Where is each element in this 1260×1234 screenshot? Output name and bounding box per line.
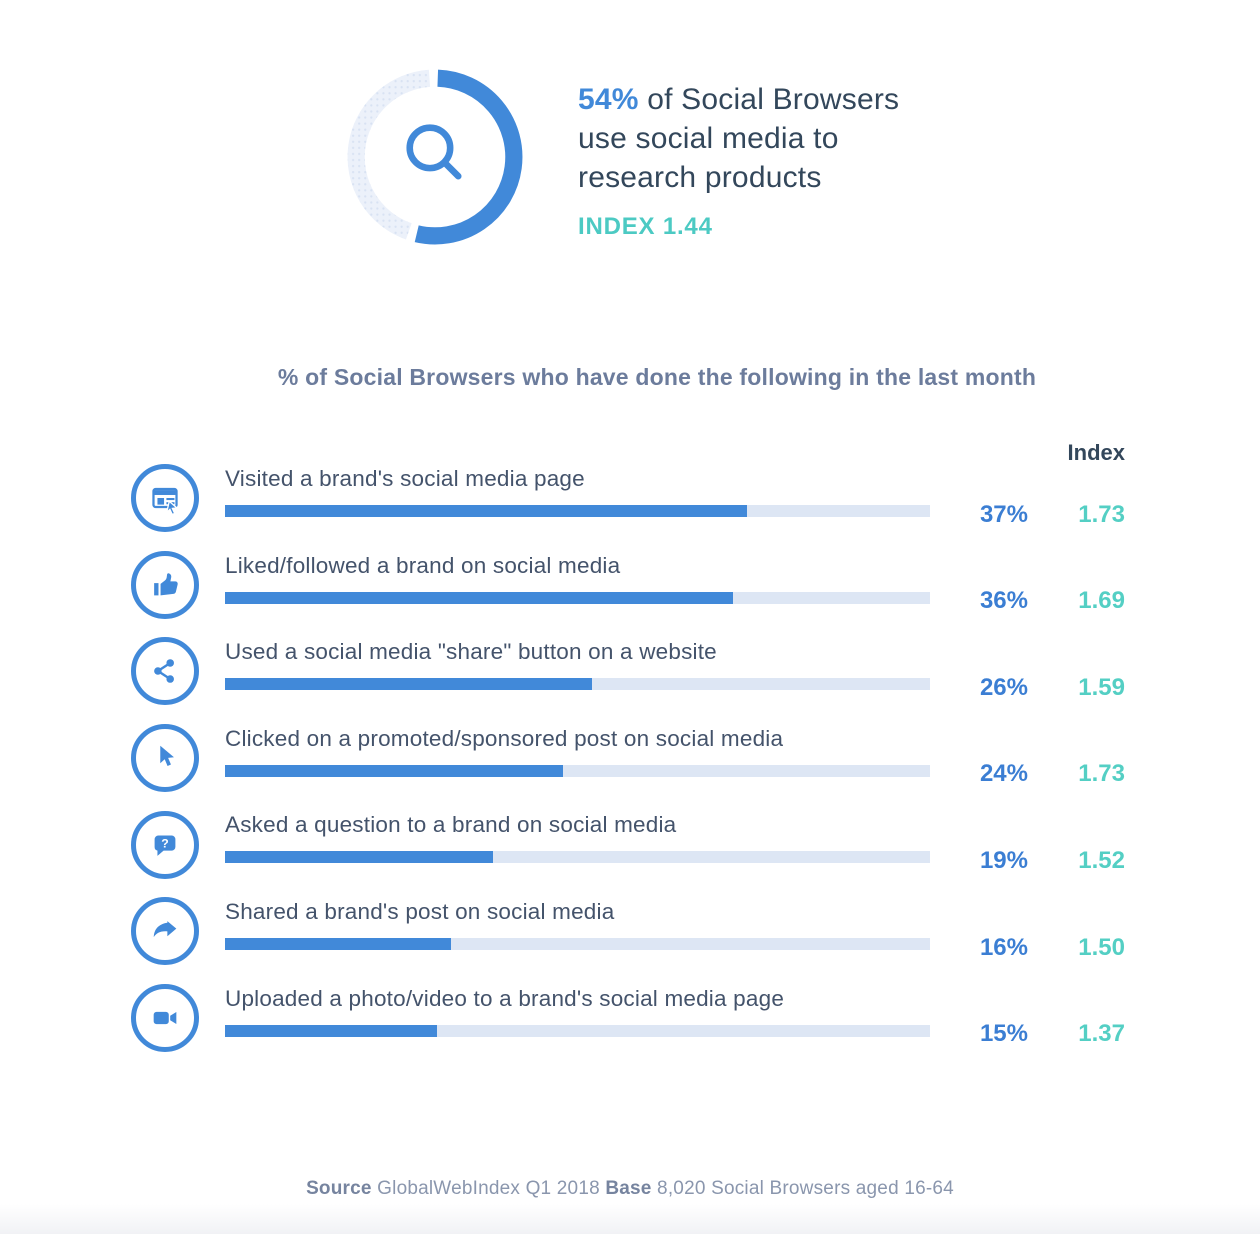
- magnifier-icon: [406, 124, 462, 180]
- index-value: 1.37: [1078, 1020, 1125, 1048]
- donut-arc-filled: [414, 69, 523, 245]
- bar-track: [225, 1024, 930, 1037]
- index-value: 1.59: [1078, 673, 1125, 701]
- donut-arc-track: [347, 69, 431, 240]
- browser-cursor-icon: [131, 464, 199, 533]
- source-note: Source GlobalWebIndex Q1 2018 Base 8,020…: [0, 1178, 1260, 1200]
- table-row: Visited a brand's social media page 37% …: [131, 455, 1125, 542]
- bar-track: [225, 851, 930, 864]
- percent-value: 26%: [979, 673, 1028, 701]
- row-label: Used a social media "share" button on a …: [225, 639, 717, 665]
- index-value: 1.52: [1078, 846, 1125, 874]
- percent-value: 36%: [979, 587, 1028, 615]
- row-label: Visited a brand's social media page: [225, 466, 585, 491]
- bar-track: [225, 678, 930, 691]
- percent-value: 24%: [979, 760, 1028, 788]
- cursor-icon: [131, 724, 199, 793]
- forward-arrow-icon: [131, 897, 199, 966]
- bar-fill: [225, 851, 493, 864]
- bar-track: [225, 764, 930, 777]
- donut-svg: [347, 69, 523, 245]
- row-label: Shared a brand's post on social media: [225, 898, 615, 924]
- bar-fill: [225, 505, 747, 517]
- table-row: Clicked on a promoted/sponsored post on …: [131, 715, 1125, 802]
- hero-donut-chart: [344, 64, 526, 250]
- row-label: Liked/followed a brand on social media: [225, 552, 621, 578]
- table-row: ? Asked a question to a brand on social …: [131, 801, 1125, 888]
- index-value: 1.73: [1078, 500, 1125, 528]
- row-label: Uploaded a photo/video to a brand's soci…: [225, 985, 785, 1011]
- table-row: Shared a brand's post on social media 16…: [131, 888, 1125, 975]
- bar-track: [225, 937, 930, 950]
- question-bubble-icon: ?: [131, 810, 199, 879]
- hero-line2: use social media to: [578, 122, 839, 155]
- percent-value: 37%: [979, 500, 1028, 528]
- bar-fill: [225, 764, 564, 777]
- source-value: GlobalWebIndex Q1 2018: [371, 1178, 606, 1199]
- hero-headline: 54% of Social Browsers use social media t…: [578, 80, 998, 197]
- hero-highlight: 54%: [578, 83, 639, 116]
- index-value: 1.69: [1078, 587, 1125, 615]
- source-label: Source: [306, 1178, 372, 1199]
- thumbs-up-icon: [131, 550, 199, 619]
- hero-line3: research products: [578, 161, 822, 194]
- table-row: Used a social media "share" button on a …: [131, 628, 1125, 715]
- bar-track: [225, 591, 930, 604]
- index-value: 1.73: [1078, 760, 1125, 788]
- base-value: 8,020 Social Browsers aged 16-64: [651, 1178, 954, 1199]
- bar-fill: [225, 678, 592, 691]
- video-camera-icon: [131, 983, 199, 1052]
- index-column-header: Index: [1067, 440, 1125, 465]
- base-label: Base: [605, 1178, 652, 1199]
- hero-line1: of Social Browsers: [638, 83, 900, 116]
- hero-index-label: INDEX 1.44: [578, 213, 713, 240]
- chart-subtitle: % of Social Browsers who have done the f…: [277, 364, 1037, 390]
- bar-fill: [225, 937, 451, 950]
- row-label: Asked a question to a brand on social me…: [225, 812, 677, 838]
- svg-text:?: ?: [161, 836, 169, 850]
- bottom-gradient-band: [0, 1204, 1260, 1234]
- rows-container: Visited a brand's social media page 37% …: [131, 455, 1125, 1061]
- bar-fill: [225, 1024, 437, 1037]
- row-label: Clicked on a promoted/sponsored post on …: [225, 725, 784, 751]
- percent-value: 16%: [979, 933, 1028, 961]
- percent-value: 15%: [979, 1020, 1028, 1048]
- share-nodes-icon: [131, 637, 199, 706]
- bar-track: [225, 505, 930, 517]
- index-value: 1.50: [1078, 933, 1125, 961]
- percent-value: 19%: [979, 846, 1028, 874]
- bar-fill: [225, 591, 733, 604]
- table-row: Liked/followed a brand on social media 3…: [131, 542, 1125, 629]
- table-row: Uploaded a photo/video to a brand's soci…: [131, 975, 1125, 1062]
- hero-text-block: 54% of Social Browsers use social media t…: [578, 80, 998, 241]
